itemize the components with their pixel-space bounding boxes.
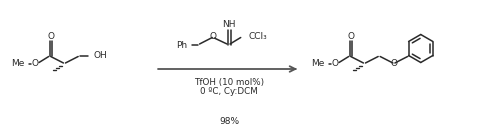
Text: CCl₃: CCl₃: [248, 32, 268, 41]
Text: TfOH (10 mol%): TfOH (10 mol%): [194, 78, 264, 86]
Text: Me: Me: [310, 59, 324, 68]
Text: O: O: [347, 32, 354, 41]
Text: O: O: [210, 32, 217, 41]
Text: OH: OH: [93, 51, 107, 60]
Text: NH: NH: [222, 20, 236, 29]
Text: O: O: [390, 59, 398, 68]
Text: Ph: Ph: [176, 41, 188, 49]
Text: 98%: 98%: [219, 116, 239, 125]
Text: Me: Me: [10, 59, 24, 68]
Text: 0 ºC, Cy:DCM: 0 ºC, Cy:DCM: [200, 88, 258, 96]
Text: O: O: [32, 59, 38, 68]
Text: O: O: [332, 59, 338, 68]
Text: O: O: [47, 32, 54, 41]
